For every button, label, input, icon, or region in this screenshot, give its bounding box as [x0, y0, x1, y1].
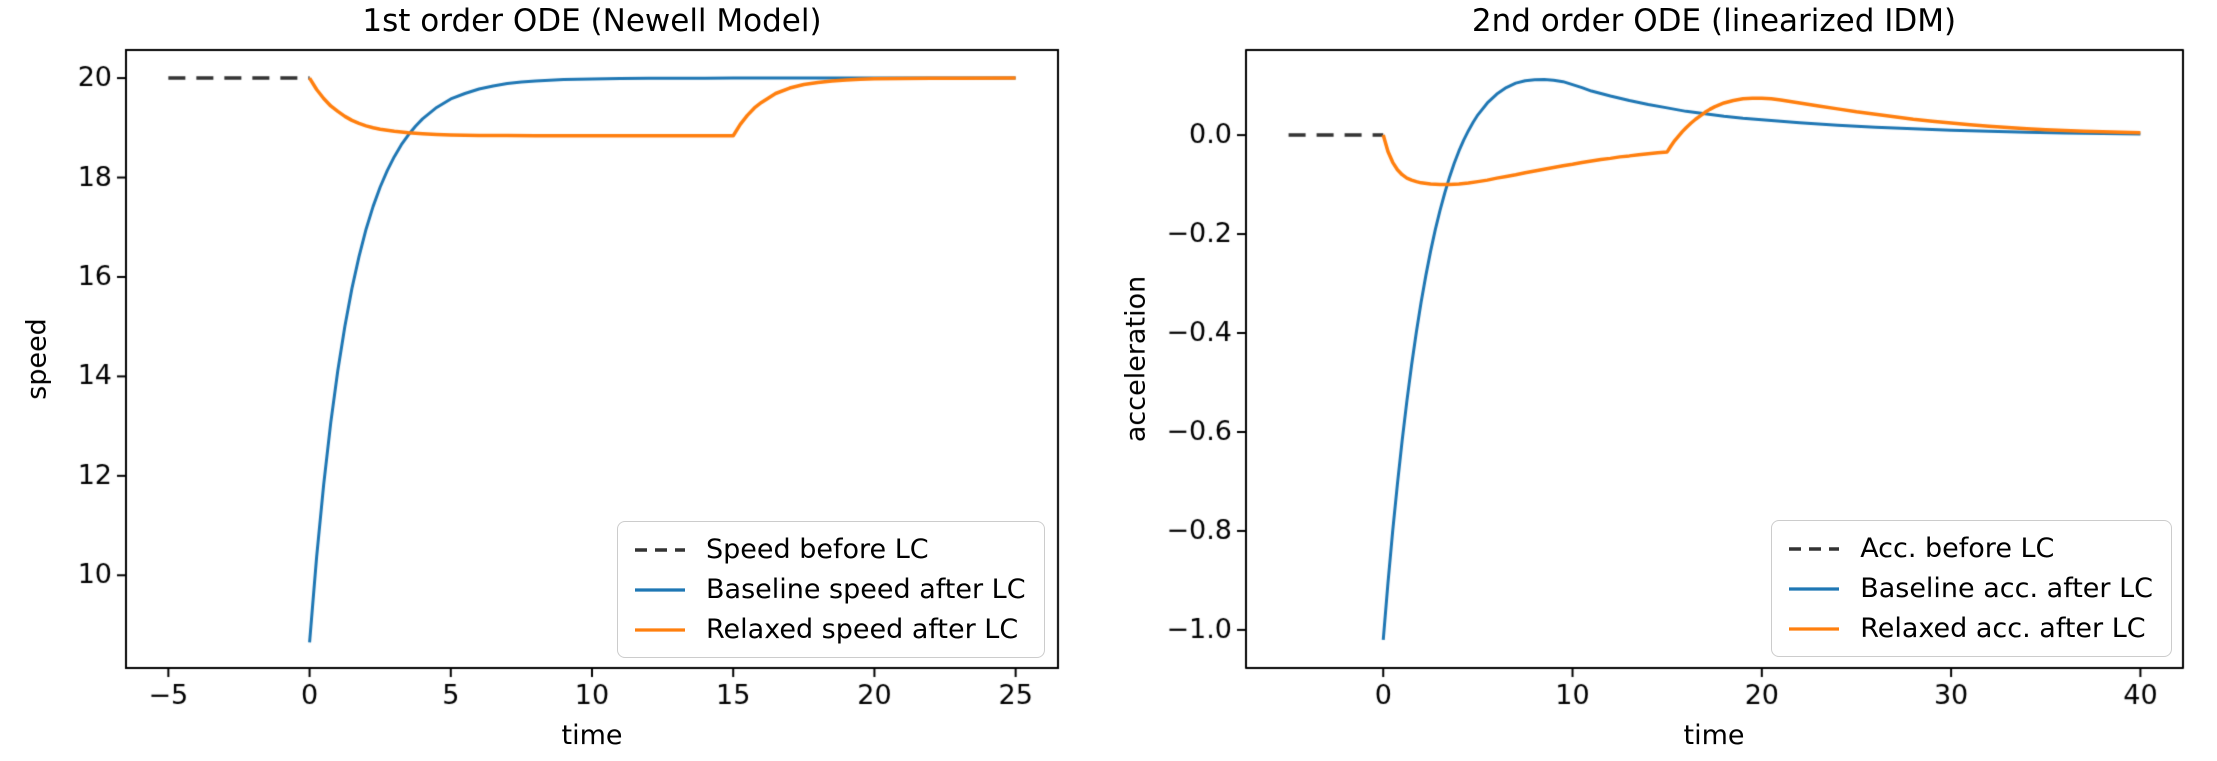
- dashed-line-swatch-icon: [1789, 546, 1840, 551]
- left-plot-ylabel: speed: [21, 318, 53, 400]
- legend-label: Baseline speed after LC: [706, 574, 1026, 605]
- legend-item: Baseline speed after LC: [634, 575, 1026, 604]
- blue-line-swatch-icon: [1789, 586, 1840, 591]
- legend-label: Relaxed acc. after LC: [1860, 613, 2146, 644]
- right-plot-title: 2nd order ODE (linearized IDM): [1471, 3, 1957, 39]
- left-plot-xlabel: time: [561, 720, 623, 751]
- right-plot-ylabel: acceleration: [1120, 275, 1152, 443]
- dashed-line-swatch-icon: [635, 547, 685, 552]
- legend-label: Baseline acc. after LC: [1860, 573, 2153, 604]
- legend-label: Acc. before LC: [1860, 533, 2055, 564]
- left-plot-title: 1st order ODE (Newell Model): [362, 3, 822, 39]
- legend-item: Relaxed acc. after LC: [1788, 614, 2153, 643]
- legend-item: Acc. before LC: [1788, 534, 2153, 563]
- right-plot-xlabel: time: [1683, 720, 1745, 751]
- orange-line-swatch-icon: [1789, 626, 1840, 631]
- blue-line-swatch-icon: [635, 587, 685, 592]
- legend-label: Speed before LC: [706, 534, 929, 565]
- right-legend: Acc. before LC Baseline acc. after LC Re…: [1771, 520, 2172, 657]
- orange-line-swatch-icon: [635, 627, 685, 632]
- legend-item: Relaxed speed after LC: [634, 615, 1026, 644]
- left-legend: Speed before LC Baseline speed after LC …: [617, 521, 1045, 658]
- legend-item: Speed before LC: [634, 535, 1026, 564]
- legend-item: Baseline acc. after LC: [1788, 574, 2153, 603]
- legend-label: Relaxed speed after LC: [706, 614, 1019, 645]
